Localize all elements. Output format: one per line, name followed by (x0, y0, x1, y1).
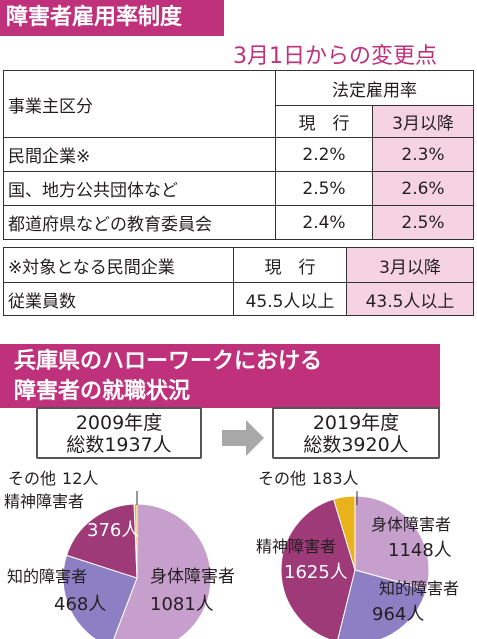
intellectual-label: 知的障害者 (7, 567, 87, 586)
mental-value: 376人 (87, 520, 139, 541)
pie-chart-2009: その他 12人 精神障害者 376人 知的障害者 468人 身体障害者 1081人 (4, 469, 235, 639)
page-subtitle: 3月1日からの変更点 (233, 44, 437, 69)
chart-title: 2019年度 (312, 412, 400, 434)
row-name: 民間企業※ (3, 137, 276, 172)
physical-label: 身体障害者 (150, 567, 235, 587)
chart-title: 2009年度 (75, 412, 163, 434)
note-after: 43.5人以上 (346, 282, 474, 316)
other-label: その他 183人 (258, 469, 359, 488)
note-title: ※対象となる民間企業 (3, 247, 234, 283)
section-title-line1: 兵庫県のハローワークにおける (14, 349, 323, 374)
slice-physical (354, 495, 430, 591)
arrow-right-icon (222, 420, 264, 456)
rate-table: 事業主区分 法定雇用率 現 行 3月以降 民間企業※ 2.2% 2.3% 国、地… (3, 70, 474, 240)
pie1-slices (62, 503, 212, 639)
note-current-header: 現 行 (233, 247, 347, 283)
pie2-slices (280, 495, 430, 639)
physical-label: 身体障害者 (371, 515, 451, 534)
after-header: 3月以降 (372, 105, 474, 138)
mental-label: 精神障害者 (4, 492, 84, 511)
year-box-2009: 2009年度 総数1937人 (36, 407, 202, 459)
section-title: 兵庫県のハローワークにおける 障害者の就職状況 (0, 344, 440, 408)
row-current: 2.2% (275, 137, 373, 172)
physical-value: 1081人 (150, 594, 214, 615)
mental-label: 精神障害者 (256, 537, 336, 556)
note-row-label: 従業員数 (3, 282, 234, 316)
row-name: 国、地方公共団体など (3, 171, 276, 206)
slice-intellectual (62, 554, 138, 639)
row-after: 2.5% (372, 205, 474, 240)
category-header: 事業主区分 (3, 70, 276, 138)
slice-other (332, 495, 356, 571)
legal-rate-header: 法定雇用率 (275, 70, 474, 106)
note-current: 45.5人以上 (233, 282, 347, 316)
intellectual-label: 知的障害者 (379, 579, 459, 598)
mental-value: 1625人 (284, 562, 348, 583)
chart-subtitle: 総数1937人 (66, 434, 172, 456)
physical-value: 1148人 (388, 540, 452, 561)
row-name: 都道府県などの教育委員会 (3, 205, 276, 240)
chart-subtitle: 総数3920人 (303, 434, 409, 456)
section-title-line2: 障害者の就職状況 (14, 379, 191, 404)
row-after: 2.6% (372, 171, 474, 206)
intellectual-value: 468人 (54, 594, 106, 615)
slice-mental (65, 503, 138, 579)
pie-chart-2019: その他 183人 精神障害者 1625人 身体障害者 1148人 知的障害者 96… (256, 469, 459, 639)
slice-physical (113, 503, 212, 639)
note-table: ※対象となる民間企業 現 行 3月以降 従業員数 45.5人以上 43.5人以上 (3, 247, 474, 316)
other-label: その他 12人 (8, 469, 98, 488)
slice-intellectual (337, 569, 427, 639)
row-after: 2.3% (372, 137, 474, 172)
slice-mental (280, 498, 356, 639)
page-title: 障害者雇用率制度 (0, 0, 224, 36)
intellectual-value: 964人 (372, 604, 424, 625)
year-box-2019: 2019年度 総数3920人 (272, 407, 440, 459)
row-current: 2.5% (275, 171, 373, 206)
note-after-header: 3月以降 (346, 247, 474, 283)
current-header: 現 行 (275, 105, 373, 138)
row-current: 2.4% (275, 205, 373, 240)
